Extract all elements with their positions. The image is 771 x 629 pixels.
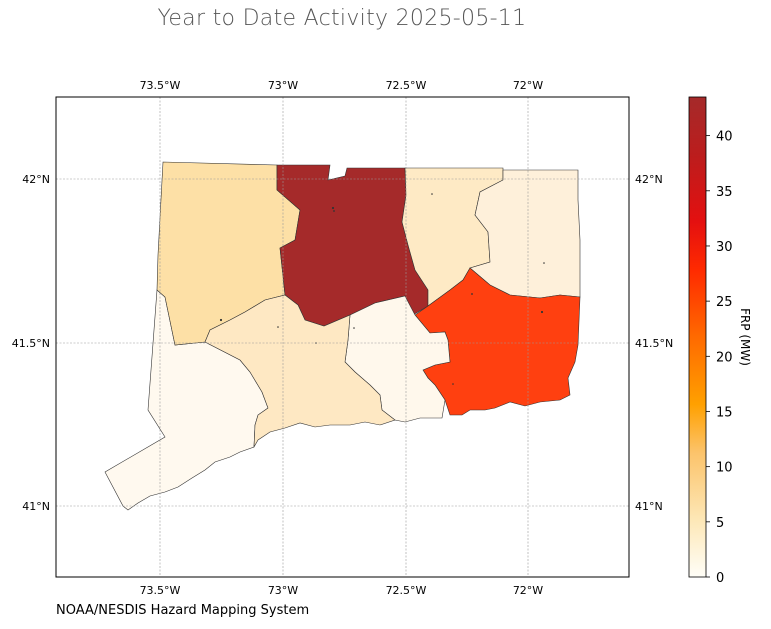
map-border [55, 96, 630, 578]
colorbar-tick-label: 30 [716, 240, 733, 255]
x-tick-top-1: 73.5°W [140, 79, 181, 92]
credit-text: NOAA/NESDIS Hazard Mapping System [56, 603, 310, 618]
x-tick-bottom-3: 72.5°W [386, 584, 427, 597]
colorbar-ticks: 0 5 10 15 20 25 30 35 40 [706, 130, 733, 586]
x-tick-bottom-4: 72°W [513, 584, 543, 597]
y-tick-right-1: 42°N [635, 173, 663, 186]
colorbar-tick-label: 40 [716, 130, 733, 145]
colorbar-tick-label: 10 [716, 461, 733, 476]
colorbar-tick-label: 5 [716, 516, 724, 531]
colorbar [688, 96, 707, 578]
map-title: Year to Date Activity 2025-05-11 [157, 6, 527, 31]
y-tick-right-2: 41.5°N [635, 337, 673, 350]
gridlines [56, 97, 629, 577]
colorbar-label: FRP (MW) [738, 308, 752, 366]
colorbar-tick-label: 0 [716, 571, 724, 586]
y-tick-left-2: 41.5°N [12, 337, 50, 350]
x-tick-bottom-2: 73°W [268, 584, 298, 597]
y-tick-left-1: 42°N [22, 173, 50, 186]
x-tick-top-4: 72°W [513, 79, 543, 92]
x-tick-top-3: 72.5°W [386, 79, 427, 92]
x-tick-top-2: 73°W [268, 79, 298, 92]
region-new-haven [204, 294, 396, 448]
colorbar-tick-label: 25 [716, 295, 733, 310]
y-tick-left-3: 41°N [22, 500, 50, 513]
colorbar-tick-label: 20 [716, 350, 733, 365]
y-tick-right-3: 41°N [635, 500, 663, 513]
x-tick-bottom-1: 73.5°W [140, 584, 181, 597]
colorbar-tick-label: 35 [716, 185, 733, 200]
colorbar-tick-label: 15 [716, 405, 733, 420]
